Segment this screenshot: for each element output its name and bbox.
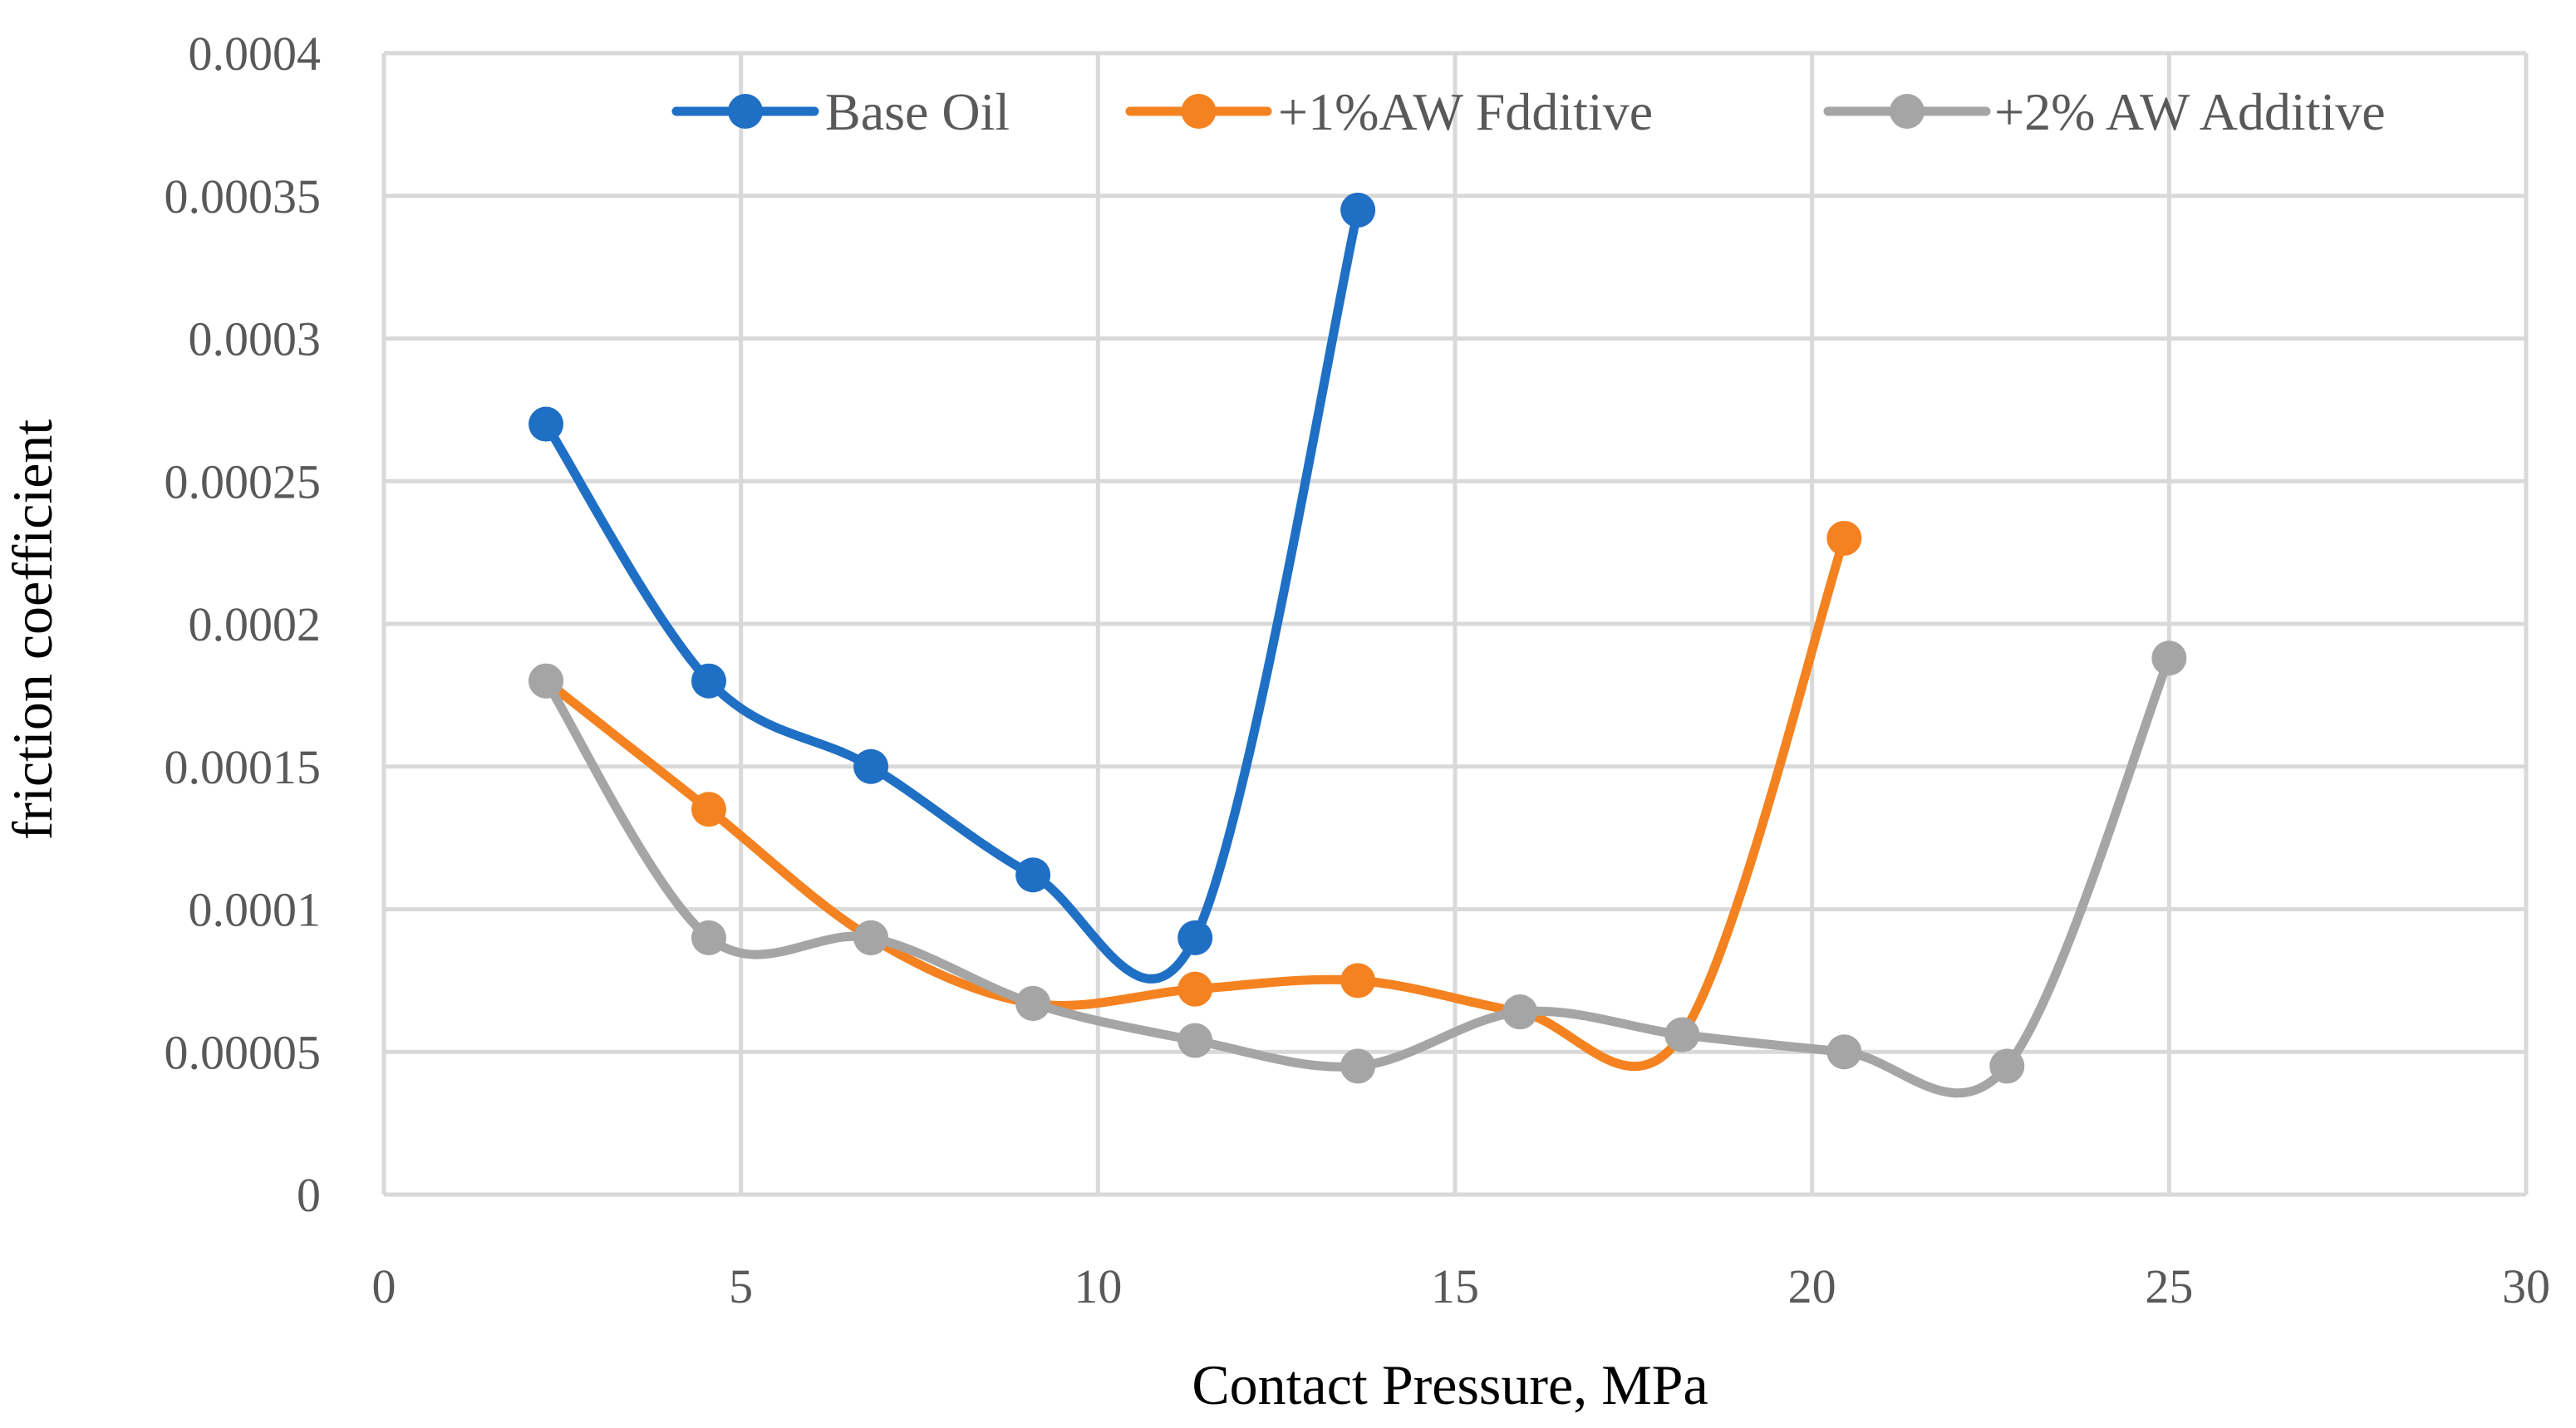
data-point bbox=[691, 663, 726, 699]
y-tick-label: 0.00015 bbox=[165, 740, 322, 794]
data-point bbox=[1989, 1048, 2025, 1084]
x-tick-label: 20 bbox=[1788, 1259, 1836, 1313]
gridlines bbox=[381, 51, 2529, 1197]
x-tick-label: 25 bbox=[2145, 1259, 2193, 1313]
y-tick-label: 0.0004 bbox=[189, 27, 322, 81]
data-point bbox=[1015, 985, 1051, 1021]
series-1 bbox=[528, 192, 1376, 984]
series-3 bbox=[528, 640, 2187, 1098]
x-tick-label: 30 bbox=[2502, 1259, 2550, 1313]
data-point bbox=[1664, 1017, 1700, 1053]
legend-label: Base Oil bbox=[825, 82, 1010, 141]
legend-item: +2% AW Additive bbox=[1823, 82, 2386, 141]
data-point bbox=[528, 406, 564, 442]
data-point bbox=[1502, 994, 1538, 1030]
data-point bbox=[691, 792, 726, 827]
series-line bbox=[541, 533, 1849, 1072]
y-axis-title: friction coefficient bbox=[1, 420, 64, 841]
legend-marker bbox=[728, 94, 763, 129]
data-point bbox=[1826, 520, 1862, 556]
legend-marker bbox=[1181, 94, 1217, 129]
data-point bbox=[853, 920, 889, 955]
tick-labels: 0 0.00005 0.0001 0.00015 0.0002 0.00025 0.0003… bbox=[165, 27, 2551, 1313]
data-point bbox=[1177, 1023, 1213, 1058]
y-tick-label: 0.00005 bbox=[165, 1025, 322, 1079]
data-point bbox=[1826, 1034, 1862, 1070]
x-tick-label: 15 bbox=[1431, 1259, 1479, 1313]
series-group bbox=[528, 192, 2187, 1098]
data-point bbox=[1340, 192, 1376, 228]
x-axis-title: Contact Pressure, MPa bbox=[1192, 1353, 1708, 1416]
legend-item: Base Oil bbox=[671, 82, 1010, 141]
y-tick-label: 0.0003 bbox=[189, 312, 322, 366]
x-tick-label: 10 bbox=[1074, 1259, 1122, 1313]
data-point bbox=[1177, 920, 1213, 955]
y-tick-label: 0.00025 bbox=[165, 454, 322, 508]
data-point bbox=[1177, 971, 1213, 1007]
y-tick-label: 0.0001 bbox=[189, 883, 322, 937]
legend-label: +2% AW Additive bbox=[1994, 82, 2386, 141]
data-point bbox=[528, 663, 564, 699]
legend-label: +1%AW Fdditive bbox=[1278, 82, 1653, 141]
data-point bbox=[691, 920, 726, 955]
y-tick-label: 0.0002 bbox=[189, 597, 322, 651]
data-point bbox=[1015, 857, 1051, 893]
data-point bbox=[1340, 1048, 1376, 1084]
y-tick-label: 0.00035 bbox=[165, 169, 322, 223]
x-tick-label: 5 bbox=[729, 1259, 753, 1313]
data-point bbox=[853, 748, 889, 784]
x-tick-label: 0 bbox=[372, 1259, 396, 1313]
y-tick-label: 0 bbox=[297, 1168, 321, 1222]
legend-item: +1%AW Fdditive bbox=[1125, 82, 1653, 141]
data-point bbox=[2151, 640, 2187, 676]
legend: Base Oil +1%AW Fdditive +2% AW Additive bbox=[671, 82, 2386, 141]
legend-marker bbox=[1890, 94, 1925, 129]
data-point bbox=[1340, 963, 1376, 999]
